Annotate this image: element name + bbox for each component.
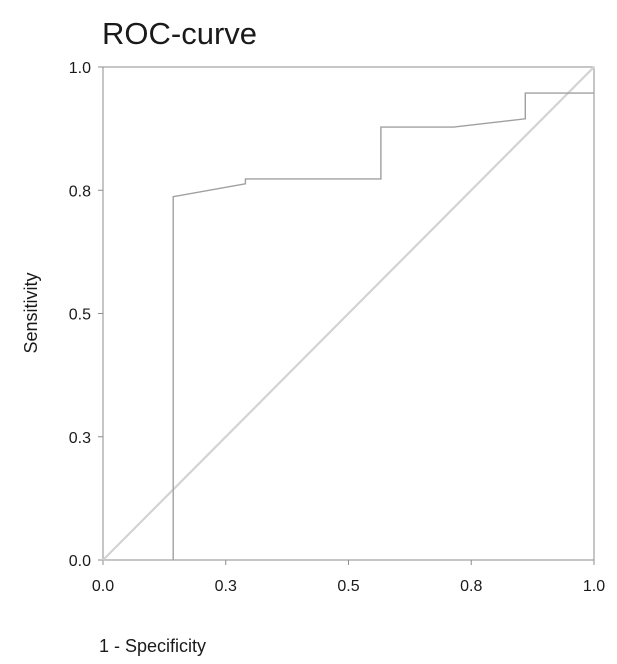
x-tick-label: 0.3 [215, 578, 237, 595]
x-tick-label: 0.8 [460, 578, 482, 595]
y-tick-label: 0.3 [69, 430, 91, 447]
x-tick-label: 1.0 [583, 578, 605, 595]
y-tick-label: 0.0 [69, 553, 91, 570]
x-tick-label: 0.0 [92, 578, 114, 595]
x-axis-label: 1 - Specificity [99, 636, 206, 656]
roc-curve-line [172, 92, 594, 560]
y-tick-label: 0.8 [69, 183, 91, 200]
reference-diagonal-line [102, 66, 595, 561]
y-axis-label: Sensitivity [21, 272, 41, 353]
y-tick-label: 1.0 [69, 60, 91, 77]
x-tick-label: 0.5 [337, 578, 359, 595]
y-tick-label: 0.5 [69, 307, 91, 324]
chart-title: ROC-curve [102, 16, 257, 51]
